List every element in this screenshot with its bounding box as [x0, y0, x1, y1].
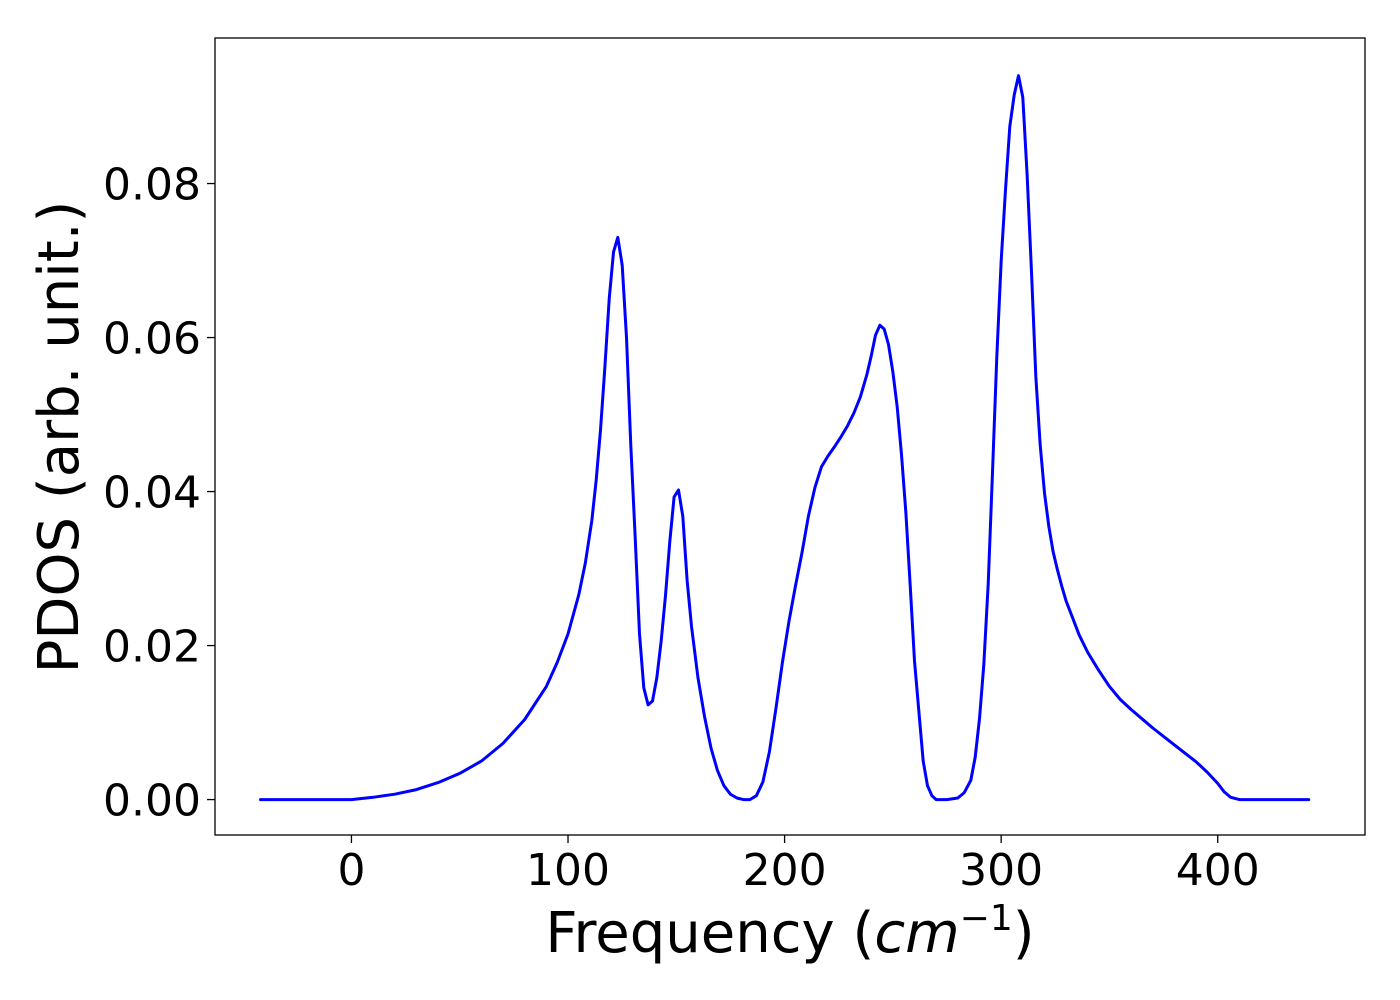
- plot-frame: [214, 37, 1366, 836]
- y-axis: 0.00 0.02 0.04 0.06 0.08: [103, 160, 215, 827]
- x-axis-title: Frequency (cm−1): [545, 898, 1034, 966]
- y-axis-title: PDOS (arb. unit.): [27, 201, 92, 674]
- y-tick-label: 0.06: [103, 314, 201, 365]
- y-tick-label: 0.08: [103, 160, 201, 211]
- x-tick-label: 400: [1176, 845, 1260, 896]
- y-tick-label: 0.00: [103, 776, 201, 827]
- x-axis: 0 100 200 300 400: [337, 835, 1260, 896]
- x-tick-label: 0: [337, 845, 365, 896]
- pdos-series-line: [259, 74, 1311, 802]
- y-tick-label: 0.04: [103, 468, 201, 519]
- x-tick-label: 100: [526, 845, 610, 896]
- x-tick-label: 200: [743, 845, 827, 896]
- x-tick-label: 300: [959, 845, 1043, 896]
- y-tick-label: 0.02: [103, 622, 201, 673]
